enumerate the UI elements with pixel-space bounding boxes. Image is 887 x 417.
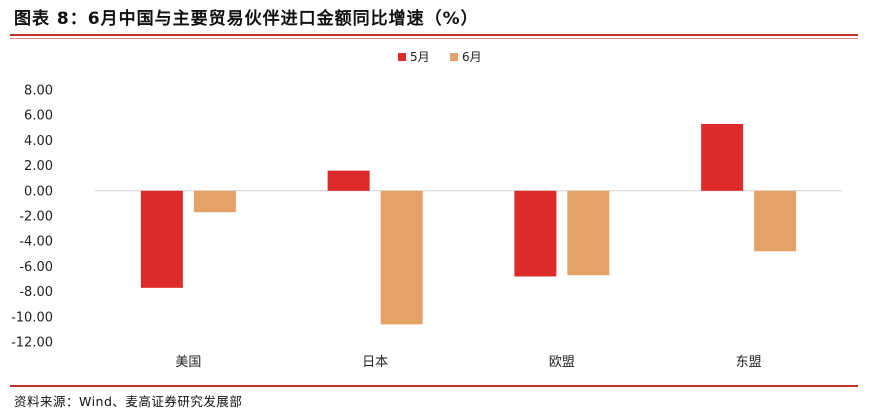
bar-may xyxy=(701,124,744,191)
legend-swatch-may xyxy=(398,53,406,61)
y-tick-label: 2.00 xyxy=(24,159,53,174)
x-category-label: 东盟 xyxy=(736,355,762,370)
legend-label: 6月 xyxy=(462,50,482,64)
y-tick-label: -10.00 xyxy=(11,310,53,325)
bar-may xyxy=(140,190,183,288)
footer-rule xyxy=(10,385,858,387)
y-tick-label: 0.00 xyxy=(24,184,53,199)
bar-may xyxy=(514,190,557,277)
y-tick-label: -2.00 xyxy=(19,210,53,225)
x-category-label: 美国 xyxy=(175,355,201,370)
bar-june xyxy=(380,190,423,325)
legend-label: 5月 xyxy=(410,50,430,64)
y-tick-label: -6.00 xyxy=(19,260,53,275)
legend-swatch-june xyxy=(450,53,458,61)
title-rule-thin xyxy=(10,38,858,39)
title-rule xyxy=(10,34,858,36)
y-tick-label: -12.00 xyxy=(11,336,53,351)
bar-chart: 8.00 6.00 4.00 2.00 0.00 -2.00 -4.00 -6.00 -8.00… xyxy=(11,50,842,370)
y-tick-label: -4.00 xyxy=(19,235,53,250)
figure-title: 图表 8：6月中国与主要贸易伙伴进口金额同比增速（%） xyxy=(14,9,479,29)
y-tick-label: -8.00 xyxy=(19,285,53,300)
bar-june xyxy=(567,190,610,276)
y-tick-label: 8.00 xyxy=(24,84,53,99)
bar-may xyxy=(327,170,370,191)
source-note: 资料来源：Wind、麦高证券研究发展部 xyxy=(14,394,243,409)
x-category-label: 日本 xyxy=(362,355,388,370)
x-category-label: 欧盟 xyxy=(549,355,575,370)
bar-june xyxy=(754,190,797,252)
bar-june xyxy=(193,190,236,213)
y-tick-label: 4.00 xyxy=(24,134,53,149)
y-tick-label: 6.00 xyxy=(24,109,53,124)
